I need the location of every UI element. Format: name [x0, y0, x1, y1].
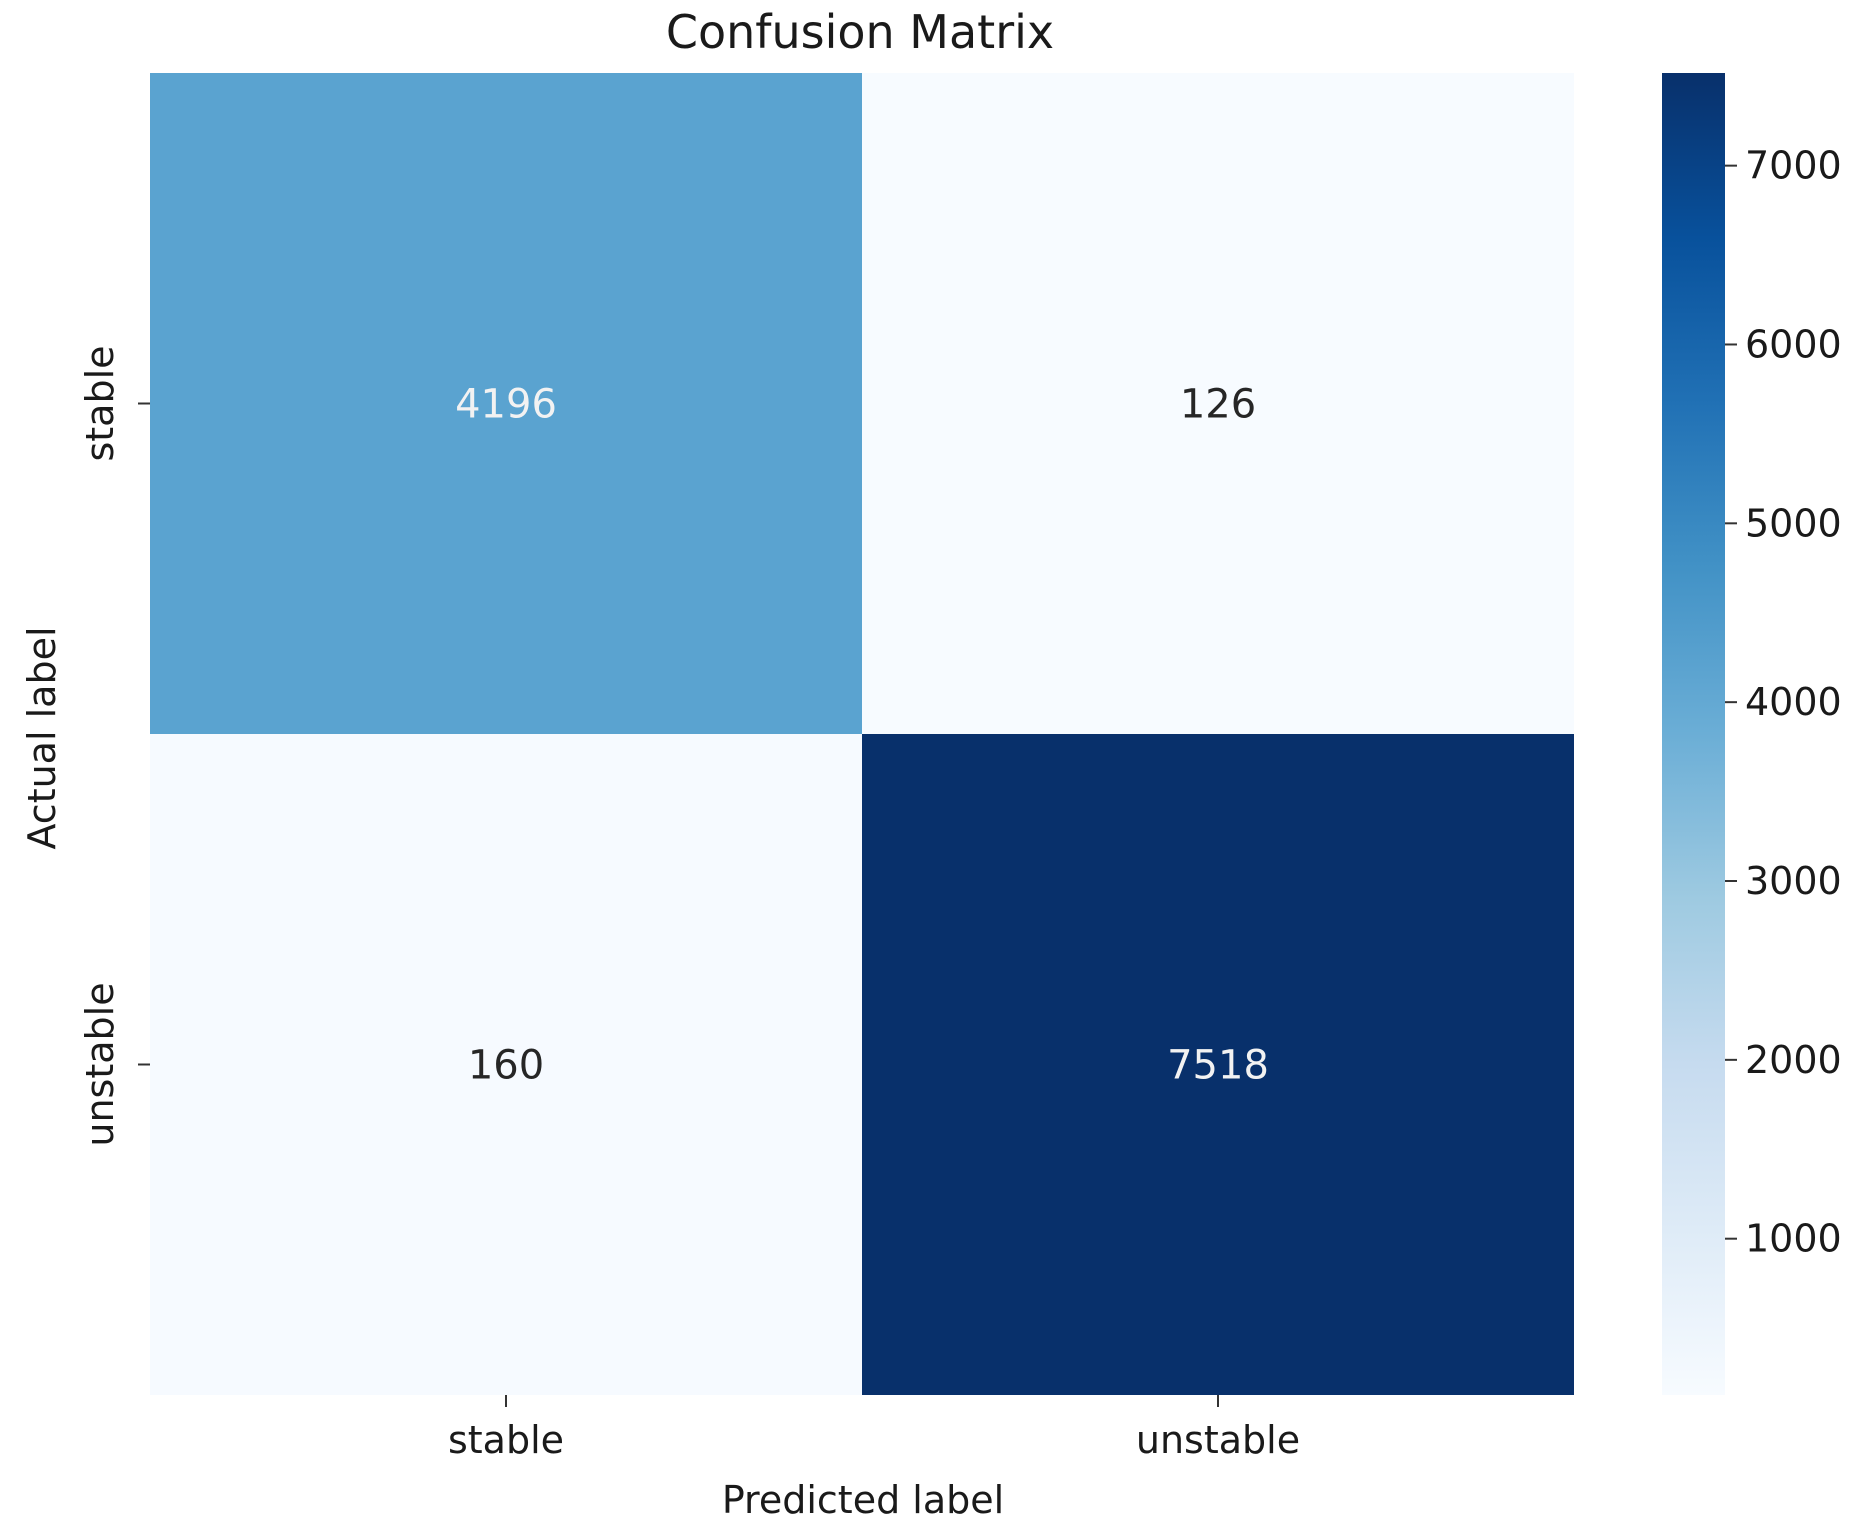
y-tick-label: unstable: [78, 982, 122, 1146]
cell-value-label: 4196: [455, 382, 557, 428]
colorbar: [1662, 73, 1725, 1395]
heatmap-cell-stable-unstable: [862, 73, 1574, 734]
colorbar-tick-label: 2000: [1745, 1038, 1842, 1082]
heatmap-cell-unstable-stable: [150, 734, 862, 1395]
y-axis-ticks: stable unstable: [78, 345, 150, 1147]
x-tick-label: stable: [448, 1418, 564, 1462]
colorbar-tick-label: 5000: [1745, 501, 1842, 545]
colorbar-tick-label: 3000: [1745, 859, 1842, 903]
colorbar-tick-label: 6000: [1745, 322, 1842, 366]
colorbar-ticks: 1000 2000 3000 4000 5000 6000 7000: [1725, 144, 1842, 1261]
colorbar-tick-label: 7000: [1745, 144, 1842, 188]
colorbar-tick-label: 4000: [1745, 680, 1842, 724]
x-axis-label: Predicted label: [722, 1478, 1004, 1522]
x-axis-ticks: stable unstable: [448, 1395, 1300, 1462]
chart-title: Confusion Matrix: [666, 5, 1054, 59]
cell-value-label: 126: [1180, 382, 1256, 428]
y-axis-label: Actual label: [20, 626, 64, 849]
cell-annotations: 4196 126 160 7518: [455, 382, 1269, 1089]
colorbar-tick-label: 1000: [1745, 1217, 1842, 1261]
x-tick-label: unstable: [1136, 1418, 1300, 1462]
heatmap-cells: [150, 73, 1574, 1395]
cell-value-label: 7518: [1167, 1043, 1269, 1089]
heatmap-cell-stable-stable: [150, 73, 862, 734]
cell-value-label: 160: [468, 1043, 544, 1089]
heatmap-cell-unstable-unstable: [862, 734, 1574, 1395]
y-tick-label: stable: [78, 345, 122, 461]
